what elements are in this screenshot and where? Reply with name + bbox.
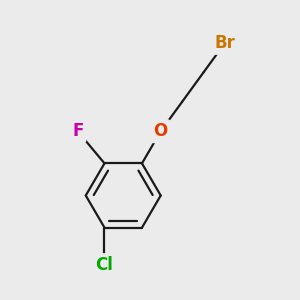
Text: O: O — [154, 122, 168, 140]
Text: Br: Br — [214, 34, 236, 52]
Text: F: F — [72, 122, 83, 140]
Text: Cl: Cl — [96, 256, 113, 274]
